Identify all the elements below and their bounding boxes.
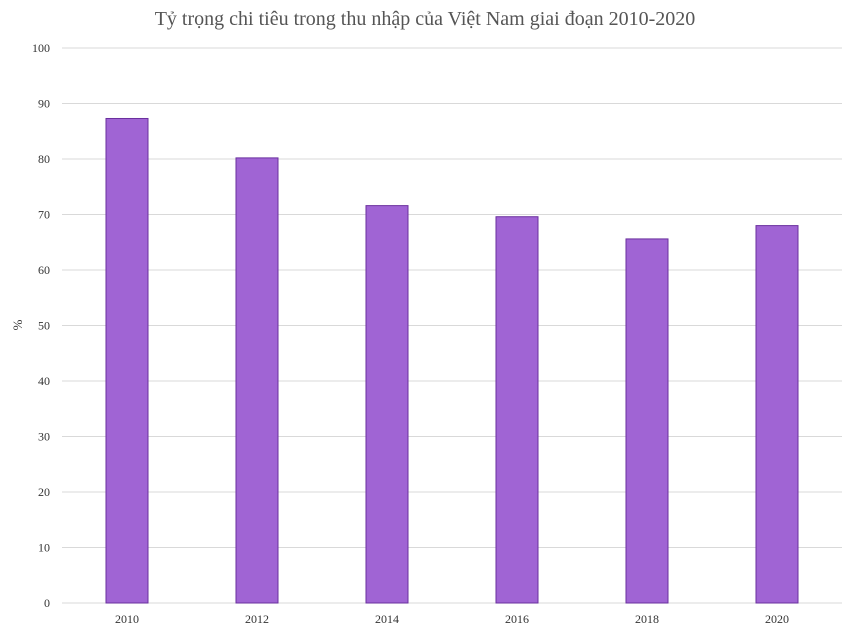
x-tick-label: 2010 (115, 612, 139, 626)
chart-title: Tỷ trọng chi tiêu trong thu nhập của Việ… (155, 8, 696, 30)
y-tick-label: 20 (38, 485, 50, 499)
bar-2020 (755, 225, 799, 604)
y-tick-label: 70 (38, 208, 50, 222)
y-tick-label: 60 (38, 263, 50, 277)
x-tick-label: 2012 (245, 612, 269, 626)
y-tick-label: 100 (32, 41, 50, 55)
x-tick-label: 2014 (375, 612, 399, 626)
bar-2014 (365, 205, 409, 604)
x-tick-label: 2016 (505, 612, 529, 626)
y-tick-label: 40 (38, 374, 50, 388)
bar-2018 (625, 238, 669, 604)
y-tick-label: 50 (38, 319, 50, 333)
gridlines (62, 47, 842, 604)
bars (105, 117, 799, 604)
bar-2010 (105, 117, 149, 604)
y-tick-label: 0 (44, 596, 50, 610)
x-tick-label: 2018 (635, 612, 659, 626)
bar-2012 (235, 157, 279, 604)
y-axis-label: % (10, 319, 25, 330)
x-axis-ticks: 2010 2012 2014 2016 2018 2020 (115, 612, 789, 626)
y-axis-ticks: 0 10 20 30 40 50 60 70 80 90 100 (32, 41, 50, 610)
x-tick-label: 2020 (765, 612, 789, 626)
y-tick-label: 30 (38, 430, 50, 444)
y-tick-label: 10 (38, 541, 50, 555)
y-tick-label: 90 (38, 97, 50, 111)
y-tick-label: 80 (38, 152, 50, 166)
bar-2016 (495, 216, 539, 604)
